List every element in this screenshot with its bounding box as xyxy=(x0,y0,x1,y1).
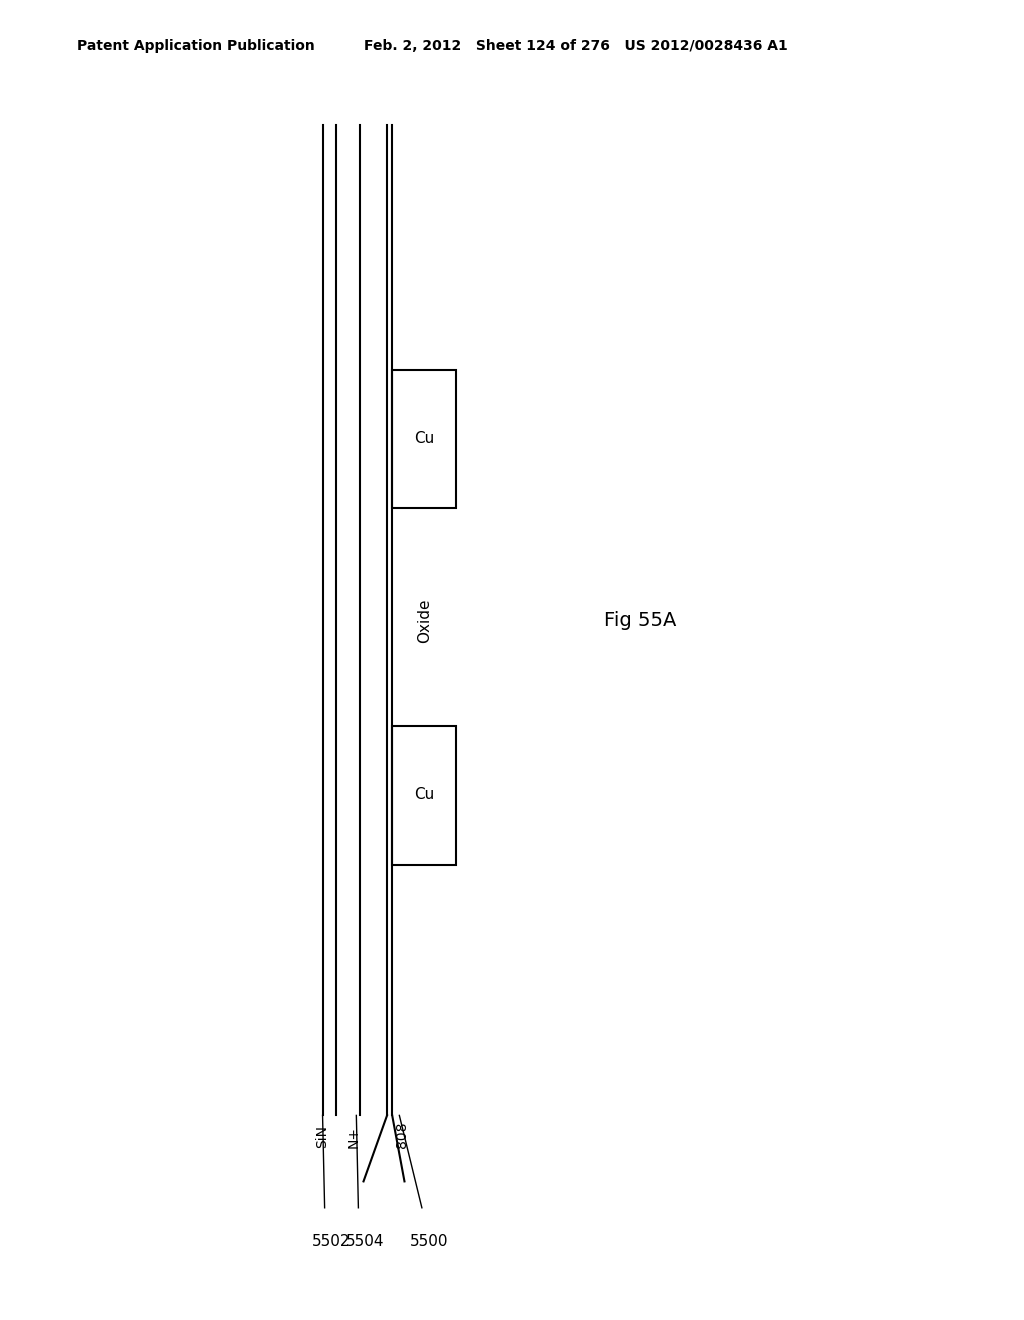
Text: N+: N+ xyxy=(346,1126,360,1148)
Text: 5500: 5500 xyxy=(410,1234,449,1249)
Text: Feb. 2, 2012   Sheet 124 of 276   US 2012/0028436 A1: Feb. 2, 2012 Sheet 124 of 276 US 2012/00… xyxy=(364,40,787,53)
Text: SiN: SiN xyxy=(315,1126,330,1148)
Text: 808: 808 xyxy=(395,1122,410,1148)
Bar xyxy=(392,726,456,865)
Text: 5502: 5502 xyxy=(312,1234,351,1249)
Text: Oxide: Oxide xyxy=(418,598,432,643)
Text: Cu: Cu xyxy=(414,787,434,803)
Text: Patent Application Publication: Patent Application Publication xyxy=(77,40,314,53)
Bar xyxy=(392,370,456,508)
Text: 5504: 5504 xyxy=(346,1234,385,1249)
Text: Cu: Cu xyxy=(414,430,434,446)
Text: Fig 55A: Fig 55A xyxy=(604,611,677,630)
